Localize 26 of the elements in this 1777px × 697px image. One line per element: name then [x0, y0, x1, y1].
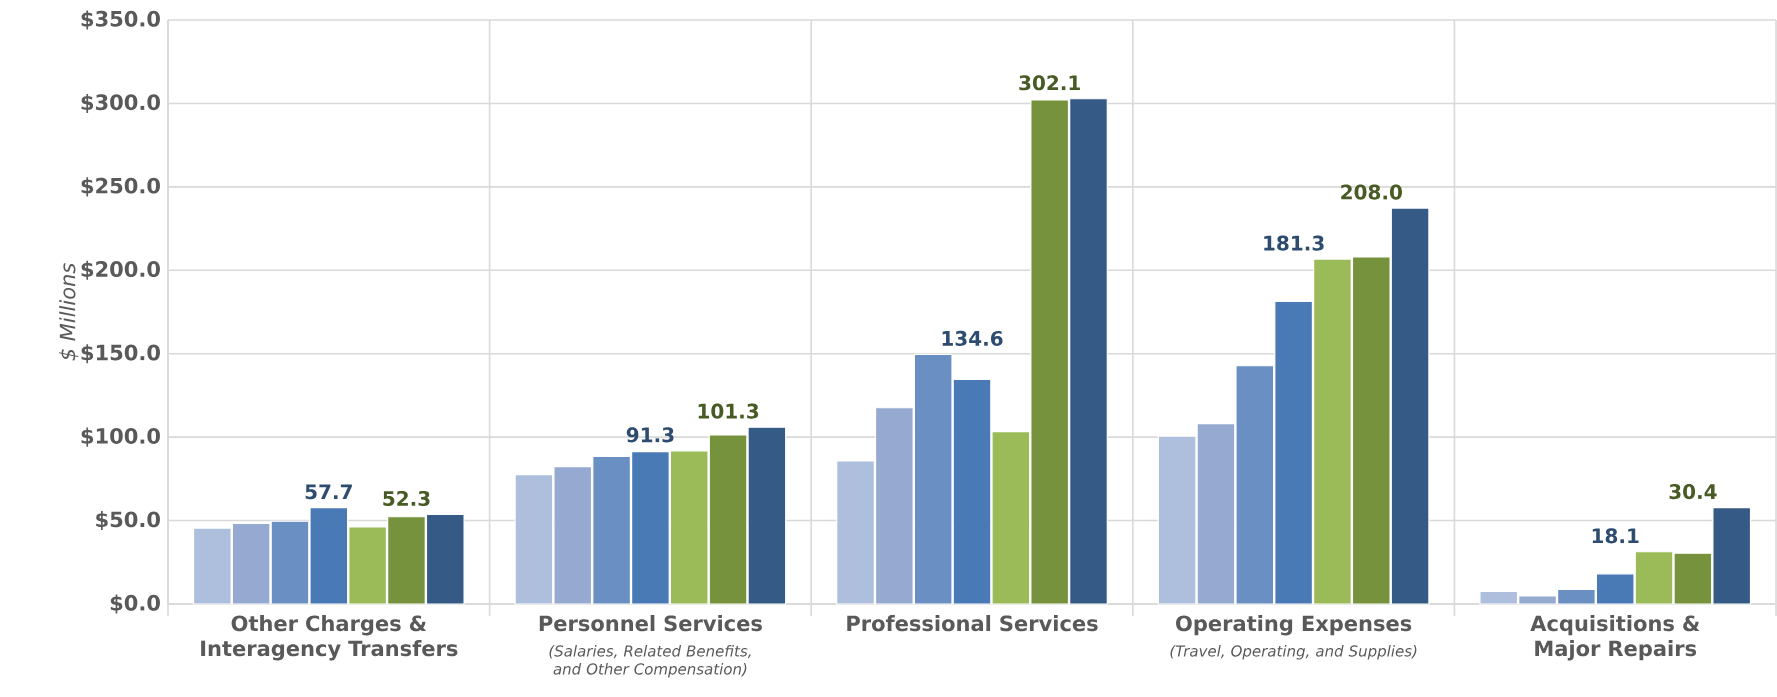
x-tick-label: Personnel Services — [539, 615, 762, 632]
y-tick-label: $250.0 — [81, 177, 160, 197]
data-label: 30.4 — [1669, 484, 1717, 500]
y-axis-title: $ Millions — [59, 263, 79, 361]
data-label: 181.3 — [1264, 235, 1324, 251]
x-tick-label: Acquisitions & Major Repairs — [1530, 615, 1700, 661]
data-label: 302.1 — [1019, 75, 1080, 91]
text: (Travel, Operating, and Supplies) — [1170, 645, 1417, 660]
data-label: 18.1 — [1592, 528, 1639, 544]
y-tick-label: $100.0 — [81, 427, 160, 447]
y-tick-label: $150.0 — [81, 344, 160, 364]
data-label: 208.0 — [1341, 184, 1402, 200]
y-tick-label: $0.0 — [110, 594, 160, 614]
data-label: 52.3 — [383, 490, 430, 506]
y-tick-label: $350.0 — [81, 10, 160, 30]
text: (Salaries, Related Benefits, and Other Compensation) — [549, 645, 751, 678]
y-tick-label: $300.0 — [81, 93, 160, 113]
y-tick-label: $50.0 — [96, 511, 160, 531]
x-tick-label: Operating Expenses — [1176, 615, 1412, 636]
data-label: 91.3 — [626, 427, 674, 443]
data-label: 134.6 — [942, 330, 1003, 346]
x-tick-label: Professional Services — [847, 615, 1098, 632]
data-label: 101.3 — [698, 403, 759, 419]
y-tick-label: $200.0 — [81, 260, 160, 280]
x-tick-label: Other Charges & Interagency Transfers — [201, 615, 458, 661]
data-label: 57.7 — [305, 484, 352, 500]
